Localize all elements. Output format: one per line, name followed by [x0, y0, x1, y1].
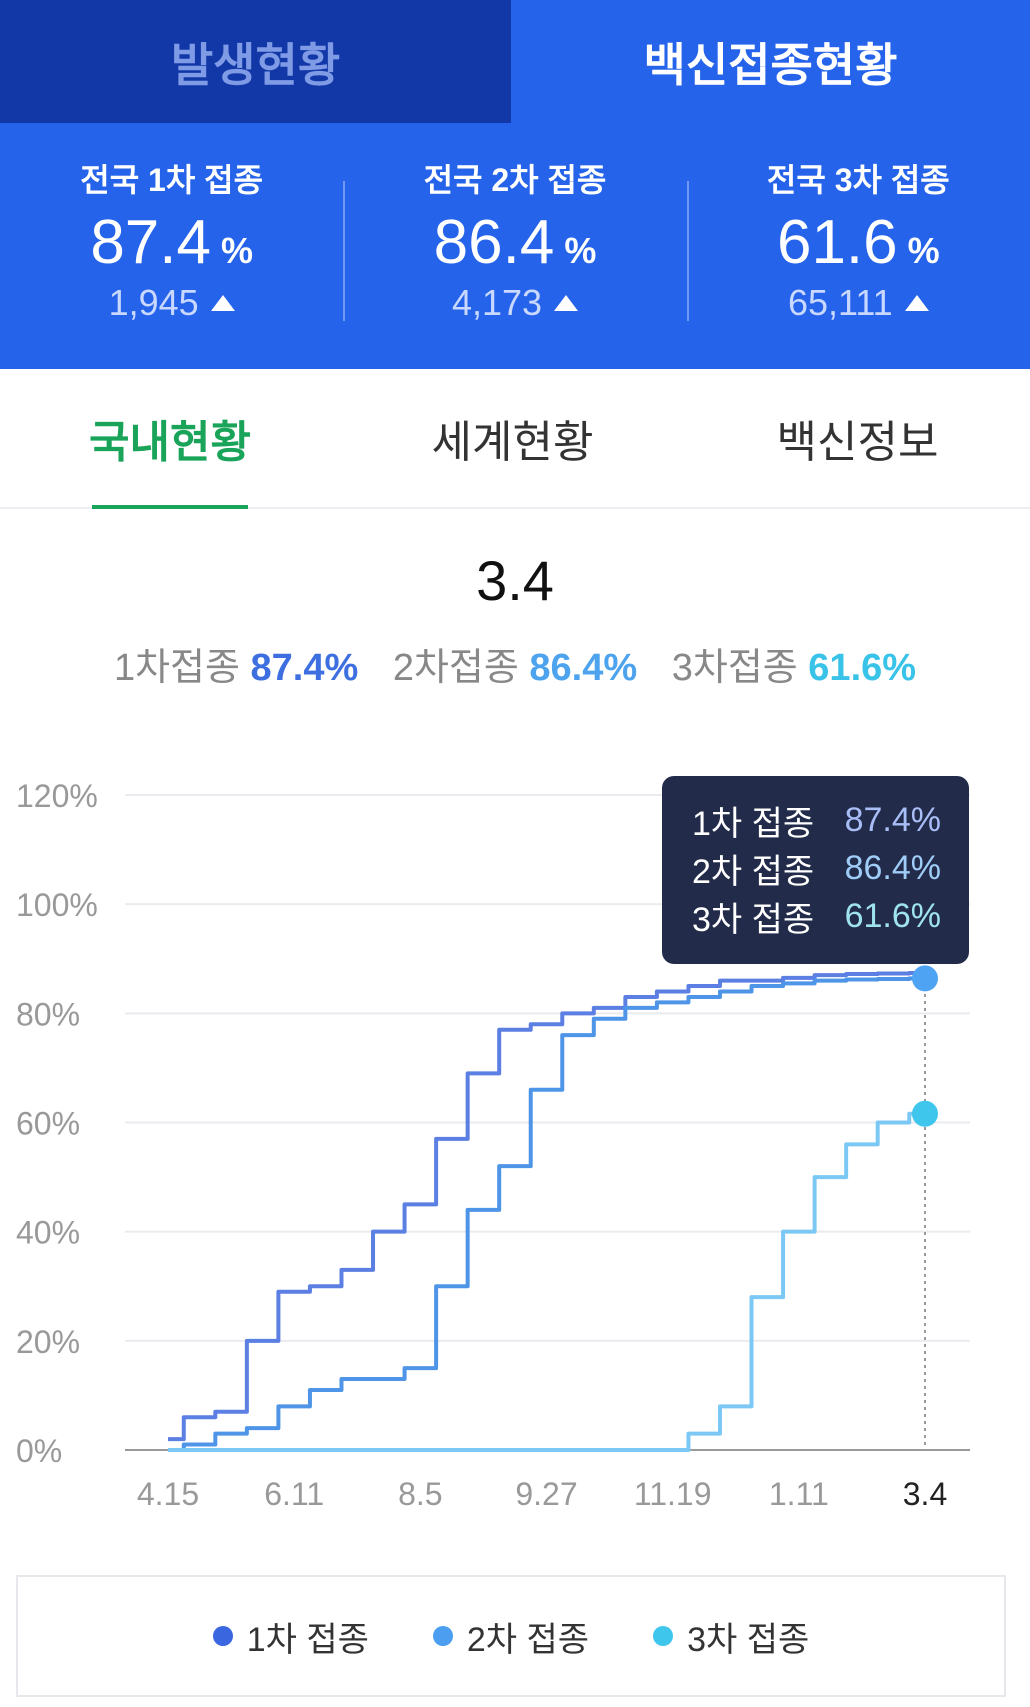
stat-unit: %: [564, 230, 597, 271]
stat-delta-value: 1,945: [108, 282, 199, 323]
tooltip-row-third: 3차 접종 61.6%: [692, 892, 941, 940]
tooltip-label: 3차 접종: [692, 900, 815, 939]
tooltip-label: 1차 접종: [692, 804, 815, 843]
y-tick-label: 100%: [16, 887, 98, 923]
stat-unit: %: [907, 230, 940, 271]
chart-legend: 1차 접종 2차 접종 3차 접종: [16, 1575, 1006, 1697]
y-tick-label: 20%: [16, 1324, 80, 1360]
stat-number: 61.6: [776, 208, 898, 277]
tooltip-row-first: 1차 접종 87.4%: [692, 796, 941, 844]
stat-number: 87.4: [90, 208, 211, 277]
tooltip-value: 86.4%: [844, 848, 941, 887]
stat-number: 86.4: [433, 208, 555, 277]
summary-label: 1차접종: [113, 647, 240, 689]
stat-value: 86.4 %: [434, 207, 597, 278]
stat-first-dose: 전국 1차 접종 87.4 % 1,945: [0, 123, 343, 369]
y-tick-label: 0%: [16, 1433, 62, 1469]
x-tick-label: 4.15: [137, 1476, 199, 1512]
triangle-up-icon: [210, 295, 235, 311]
tab-world-status[interactable]: 세계현황: [431, 418, 594, 467]
summary-third-dose: 3차접종 61.6%: [672, 647, 916, 689]
summary-first-dose: 1차접종 87.4%: [114, 647, 369, 689]
legend-item-second-dose[interactable]: 2차 접종: [432, 1612, 590, 1661]
data-point-highlight: [912, 1100, 938, 1127]
legend-label: 1차 접종: [246, 1620, 369, 1659]
summary-label: 2차접종: [392, 647, 519, 689]
tab-outbreak-status[interactable]: 발생현황: [0, 0, 511, 123]
legend-dot-icon: [432, 1626, 453, 1646]
stat-delta-value: 4,173: [451, 282, 543, 323]
tab-vaccination-status[interactable]: 백신접종현황: [511, 0, 1030, 123]
selected-date-summary: 1차접종 87.4% 2차접종 86.4% 3차접종 61.6%: [0, 636, 1030, 691]
x-tick-label: 3.4: [903, 1476, 947, 1512]
triangle-up-icon: [554, 295, 579, 311]
stat-unit: %: [220, 230, 253, 271]
top-tab-bar: 발생현황 백신접종현황: [0, 0, 1030, 123]
tooltip-row-second: 2차 접종 86.4%: [692, 844, 941, 892]
line-chart-svg[interactable]: 0% 20% 40% 60% 80% 100% 120% 4.15 6.11 8.5 9.27 11.…: [0, 760, 1030, 1520]
stat-delta-value: 65,111: [787, 282, 893, 323]
tooltip-value: 87.4%: [844, 800, 941, 839]
data-point-highlight: [912, 965, 938, 992]
y-tick-label: 120%: [16, 778, 98, 814]
triangle-up-icon: [904, 295, 929, 311]
legend-label: 2차 접종: [466, 1620, 590, 1659]
y-tick-label: 80%: [16, 996, 80, 1032]
stat-label: 전국 3차 접종: [766, 162, 950, 198]
stat-third-dose: 전국 3차 접종 61.6 % 65,111: [686, 123, 1030, 369]
summary-value: 86.4%: [529, 647, 638, 689]
stat-value: 87.4 %: [90, 207, 253, 278]
y-tick-label: 60%: [16, 1106, 80, 1142]
sub-tab-bar: 국내현황 세계현황 백신정보: [0, 369, 1030, 509]
summary-label: 3차접종: [671, 647, 798, 689]
y-tick-label: 40%: [16, 1215, 80, 1251]
x-tick-label: 11.19: [634, 1476, 712, 1512]
stat-label: 전국 2차 접종: [423, 162, 607, 198]
legend-dot-icon: [653, 1626, 674, 1646]
chart-tooltip: 1차 접종 87.4% 2차 접종 86.4% 3차 접종 61.6%: [662, 776, 969, 964]
tab-vaccine-info[interactable]: 백신정보: [776, 418, 939, 467]
legend-item-first-dose[interactable]: 1차 접종: [212, 1612, 369, 1661]
tooltip-label: 2차 접종: [692, 852, 815, 891]
legend-dot-icon: [212, 1626, 233, 1646]
stat-value: 61.6 %: [777, 207, 940, 278]
legend-item-third-dose[interactable]: 3차 접종: [653, 1612, 809, 1661]
series-line-1: [168, 970, 925, 1442]
x-tick-label: 9.27: [515, 1476, 577, 1512]
legend-label: 3차 접종: [687, 1620, 810, 1659]
summary-value: 61.6%: [808, 647, 917, 689]
stat-label: 전국 1차 접종: [80, 162, 264, 198]
tab-domestic-status[interactable]: 국내현황: [0, 369, 340, 509]
series-line-3: [168, 1111, 925, 1452]
stat-delta: 65,111: [788, 282, 929, 324]
x-tick-label: 6.11: [264, 1476, 324, 1512]
stat-delta: 1,945: [109, 282, 235, 324]
series-line-2: [168, 976, 925, 1452]
tooltip-value: 61.6%: [844, 896, 941, 935]
national-vaccination-stats: 전국 1차 접종 87.4 % 1,945 전국 2차 접종 86.4 % 4,…: [0, 123, 1030, 369]
summary-second-dose: 2차접종 86.4%: [393, 647, 648, 689]
x-tick-label: 8.5: [398, 1476, 442, 1512]
stat-delta: 4,173: [451, 282, 579, 324]
stat-second-dose: 전국 2차 접종 86.4 % 4,173: [343, 123, 686, 369]
vaccination-rate-chart[interactable]: 0% 20% 40% 60% 80% 100% 120% 4.15 6.11 8.5 9.27 11.…: [0, 760, 1030, 1520]
x-tick-label: 1.11: [769, 1476, 829, 1512]
summary-value: 87.4%: [250, 647, 359, 689]
selected-date: 3.4: [476, 549, 554, 612]
